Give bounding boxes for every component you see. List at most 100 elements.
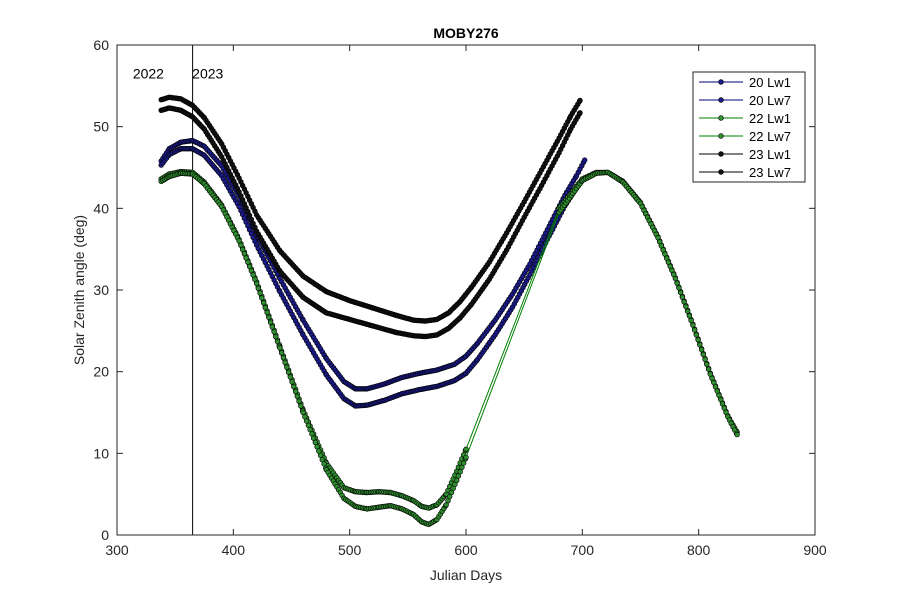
data-point: [264, 309, 270, 316]
x-tick-label: 300: [105, 542, 129, 558]
data-point: [577, 97, 583, 104]
legend: 20 Lw1 20 Lw7 22 Lw1 22 Lw7 23 Lw1 23 Lw7: [692, 71, 806, 183]
data-point: [282, 359, 288, 366]
data-point: [734, 431, 740, 438]
legend-swatch-marker: [718, 115, 724, 121]
data-point: [700, 351, 706, 358]
data-point: [280, 355, 287, 361]
data-point: [266, 314, 272, 320]
data-point: [253, 280, 260, 287]
data-point: [463, 454, 469, 461]
legend-item-20-lw1: 20 Lw1: [699, 75, 791, 90]
x-tick-label: 900: [803, 542, 827, 558]
legend-label: 20 Lw7: [749, 93, 791, 108]
y-tick-label: 60: [93, 37, 109, 53]
data-point: [298, 403, 304, 409]
y-tick-label: 30: [93, 282, 109, 298]
data-point: [695, 337, 701, 343]
data-point: [285, 369, 292, 375]
data-point: [686, 313, 693, 319]
data-point: [690, 322, 696, 328]
data-point: [702, 356, 708, 363]
x-tick-label: 600: [454, 542, 478, 558]
data-point: [463, 446, 469, 452]
data-point: [267, 319, 274, 325]
x-tick-label: 400: [222, 542, 246, 558]
legend-swatch-marker: [718, 169, 724, 175]
data-point: [287, 374, 293, 380]
x-tick-label: 500: [338, 542, 362, 558]
data-point: [289, 379, 295, 385]
y-tick-label: 40: [93, 200, 109, 216]
data-point: [581, 157, 588, 163]
series-23-lw7: [158, 105, 583, 340]
series-layer: [158, 94, 740, 528]
legend-item-20-lw7: 20 Lw7: [699, 93, 791, 108]
legend-label: 22 Lw7: [749, 129, 791, 144]
data-point: [262, 305, 268, 311]
legend-swatch-marker: [718, 79, 724, 85]
data-point: [688, 317, 694, 324]
annotation-year-2023: 2023: [192, 66, 223, 82]
data-point: [274, 338, 281, 345]
data-point: [683, 303, 689, 310]
y-tick-label: 0: [101, 527, 109, 543]
legend-items: 20 Lw1 20 Lw7 22 Lw1 22 Lw7 23 Lw1 23 Lw7: [699, 75, 791, 180]
legend-swatch-marker: [718, 97, 724, 103]
series-23-lw1: [158, 94, 583, 324]
x-axis-label: Julian Days: [430, 567, 502, 583]
data-point: [684, 308, 691, 314]
data-point: [679, 294, 686, 300]
y-tick-label: 20: [93, 364, 109, 380]
legend-label: 23 Lw1: [749, 147, 791, 162]
legend-item-23-lw7: 23 Lw7: [699, 165, 791, 180]
y-tick-label: 50: [93, 119, 109, 135]
data-point: [291, 384, 297, 390]
series-22-lw7: [158, 169, 740, 528]
chart-title: MOBY276: [433, 25, 499, 41]
data-point: [676, 285, 682, 291]
data-point: [693, 332, 699, 338]
data-point: [704, 361, 710, 367]
data-point: [277, 345, 283, 351]
annotation-year-2022: 2022: [133, 66, 164, 82]
data-point: [691, 327, 698, 333]
data-point: [681, 299, 687, 305]
legend-label: 23 Lw7: [749, 165, 791, 180]
data-point: [677, 289, 684, 296]
y-axis-label: Solar Zenith angle (deg): [71, 215, 87, 365]
ticks-layer: 300 400 500 600 700 800 900 0 10 20 30 40 50 60: [93, 37, 826, 558]
x-tick-label: 800: [687, 542, 711, 558]
legend-box: [692, 71, 806, 183]
data-point: [271, 329, 277, 335]
data-point: [255, 285, 261, 291]
legend-label: 22 Lw1: [749, 111, 791, 126]
legend-item-23-lw1: 23 Lw1: [699, 147, 791, 162]
data-point: [697, 342, 703, 348]
legend-item-22-lw7: 22 Lw7: [699, 129, 791, 144]
data-point: [269, 324, 275, 330]
legend-label: 20 Lw1: [749, 75, 791, 90]
series-20-lw7: [158, 146, 580, 409]
data-point: [672, 275, 679, 282]
data-point: [674, 280, 680, 286]
data-point: [273, 334, 279, 340]
y-tick-label: 10: [93, 445, 109, 461]
data-point: [259, 295, 265, 301]
legend-swatch-marker: [718, 151, 724, 157]
data-point: [284, 364, 290, 370]
data-point: [260, 300, 267, 306]
data-point: [296, 398, 302, 404]
data-point: [257, 290, 263, 296]
data-point: [294, 393, 300, 400]
data-point: [705, 366, 712, 372]
legend-swatch-marker: [718, 133, 724, 139]
data-point: [278, 350, 285, 356]
data-point: [698, 346, 705, 353]
legend-item-22-lw1: 22 Lw1: [699, 111, 791, 126]
data-point: [292, 388, 299, 395]
data-point: [577, 110, 583, 116]
x-tick-label: 700: [571, 542, 595, 558]
